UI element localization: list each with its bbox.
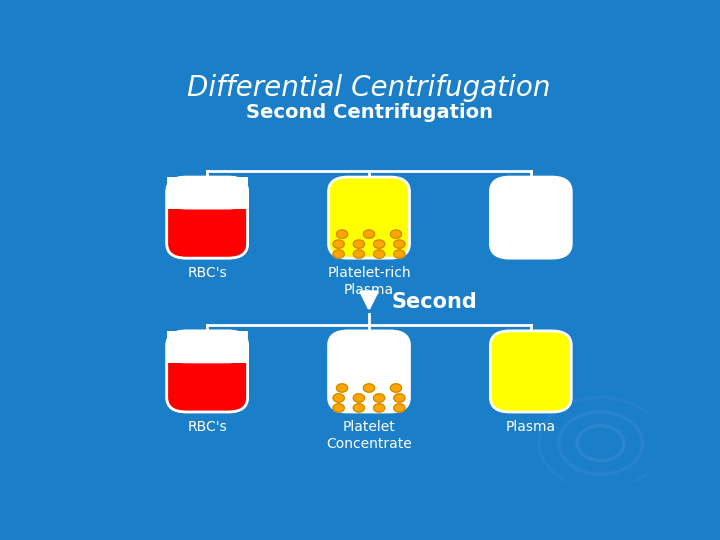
Text: RBC's: RBC's	[187, 266, 227, 280]
Text: Platelet-rich
Plasma: Platelet-rich Plasma	[327, 266, 411, 296]
FancyBboxPatch shape	[490, 177, 571, 258]
Circle shape	[354, 250, 364, 258]
FancyBboxPatch shape	[328, 331, 410, 412]
Text: Differential Centrifugation: Differential Centrifugation	[187, 73, 551, 102]
Circle shape	[394, 394, 405, 402]
Circle shape	[333, 250, 344, 258]
Circle shape	[394, 240, 405, 248]
Circle shape	[394, 250, 405, 258]
FancyBboxPatch shape	[167, 177, 248, 258]
Text: Second Centrifugation: Second Centrifugation	[246, 103, 492, 122]
Circle shape	[333, 394, 344, 402]
Circle shape	[374, 250, 384, 258]
Circle shape	[333, 240, 344, 248]
Circle shape	[354, 240, 364, 248]
Circle shape	[354, 394, 364, 402]
Circle shape	[333, 404, 344, 412]
Circle shape	[364, 384, 374, 392]
Bar	[167, 177, 248, 210]
Circle shape	[364, 230, 374, 238]
Circle shape	[374, 404, 384, 412]
Circle shape	[336, 230, 348, 238]
Text: Plasma: Plasma	[505, 420, 556, 434]
FancyBboxPatch shape	[167, 331, 248, 363]
Circle shape	[394, 404, 405, 412]
FancyBboxPatch shape	[328, 177, 410, 258]
Text: Platelet
Concentrate: Platelet Concentrate	[326, 420, 412, 450]
Text: RBC's: RBC's	[187, 420, 227, 434]
Circle shape	[390, 384, 402, 392]
FancyBboxPatch shape	[490, 331, 571, 412]
Circle shape	[354, 404, 364, 412]
Circle shape	[374, 394, 384, 402]
FancyBboxPatch shape	[167, 177, 248, 210]
Circle shape	[390, 230, 402, 238]
Circle shape	[336, 384, 348, 392]
FancyBboxPatch shape	[167, 331, 248, 412]
Bar	[167, 331, 248, 363]
Text: Second: Second	[392, 292, 477, 312]
Circle shape	[374, 240, 384, 248]
